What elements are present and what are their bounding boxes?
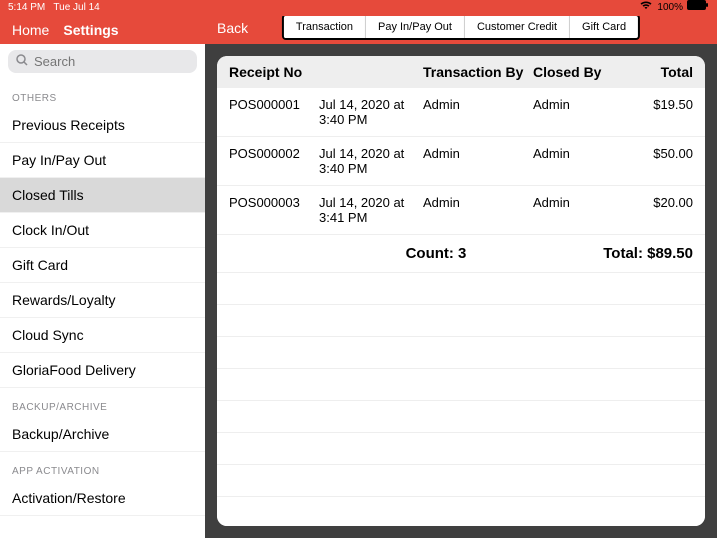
section-backup: BACKUP/ARCHIVE [0,388,205,417]
status-time: 5:14 PM [8,2,45,13]
cell-date: Jul 14, 2020 at 3:40 PM [319,146,423,176]
sidebar-item-previous-receipts[interactable]: Previous Receipts [0,108,205,143]
sidebar-item-closed-tills[interactable]: Closed Tills [0,178,205,213]
status-bar: 5:14 PM Tue Jul 14 100% [0,0,717,16]
cell-total: $19.50 [623,97,693,127]
cell-receipt: POS000002 [229,146,319,176]
cell-txby: Admin [423,195,533,225]
tab-gift-card[interactable]: Gift Card [570,16,638,38]
status-left: 5:14 PM Tue Jul 14 [0,0,205,16]
table-row[interactable]: POS000003 Jul 14, 2020 at 3:41 PM Admin … [217,186,705,235]
sidebar-item-backup[interactable]: Backup/Archive [0,417,205,452]
sidebar-item-cloud-sync[interactable]: Cloud Sync [0,318,205,353]
section-others: OTHERS [0,79,205,108]
cell-total: $50.00 [623,146,693,176]
sidebar-item-gloriafood[interactable]: GloriaFood Delivery [0,353,205,388]
table-header: Receipt No Transaction By Closed By Tota… [217,56,705,88]
summary-row: Count: 3 Total: $89.50 [217,235,705,273]
tab-customer-credit[interactable]: Customer Credit [465,16,570,38]
cell-txby: Admin [423,146,533,176]
search-box[interactable] [8,50,197,73]
nav-settings[interactable]: Settings [63,22,118,38]
sidebar-item-gift-card[interactable]: Gift Card [0,248,205,283]
status-date: Tue Jul 14 [53,2,99,13]
col-txby: Transaction By [423,64,533,80]
status-right: 100% [205,0,717,16]
cell-date: Jul 14, 2020 at 3:41 PM [319,195,423,225]
search-container [0,44,205,79]
cell-date: Jul 14, 2020 at 3:40 PM [319,97,423,127]
summary-total: Total: $89.50 [553,245,693,262]
content-panel: Receipt No Transaction By Closed By Tota… [217,56,705,526]
cell-receipt: POS000001 [229,97,319,127]
battery-icon [687,0,709,16]
col-receipt: Receipt No [229,64,319,80]
sidebar: Home Settings OTHERS Previous Receipts P… [0,0,205,538]
cell-receipt: POS000003 [229,195,319,225]
cell-closed: Admin [533,146,623,176]
wifi-icon [639,0,653,16]
cell-total: $20.00 [623,195,693,225]
sidebar-item-rewards[interactable]: Rewards/Loyalty [0,283,205,318]
nav-home[interactable]: Home [12,22,49,38]
summary-count: Count: 3 [319,245,553,262]
sidebar-item-pay-in-out[interactable]: Pay In/Pay Out [0,143,205,178]
back-button[interactable]: Back [217,20,248,40]
main-area: Back Transaction Pay In/Pay Out Customer… [205,0,717,538]
battery-pct: 100% [657,0,683,16]
sidebar-item-clock-in-out[interactable]: Clock In/Out [0,213,205,248]
tab-transaction[interactable]: Transaction [284,16,366,38]
cell-closed: Admin [533,195,623,225]
col-closed: Closed By [533,64,623,80]
search-input[interactable] [34,54,189,69]
table-row[interactable]: POS000001 Jul 14, 2020 at 3:40 PM Admin … [217,88,705,137]
cell-txby: Admin [423,97,533,127]
sidebar-item-activation[interactable]: Activation/Restore [0,481,205,516]
tab-pay-in-out[interactable]: Pay In/Pay Out [366,16,465,38]
col-total: Total [623,64,693,80]
search-icon [16,54,28,69]
col-date [319,64,423,80]
cell-closed: Admin [533,97,623,127]
section-activation: APP ACTIVATION [0,452,205,481]
segmented-control: Transaction Pay In/Pay Out Customer Cred… [282,14,640,40]
empty-rows [217,273,705,526]
table-row[interactable]: POS000002 Jul 14, 2020 at 3:40 PM Admin … [217,137,705,186]
